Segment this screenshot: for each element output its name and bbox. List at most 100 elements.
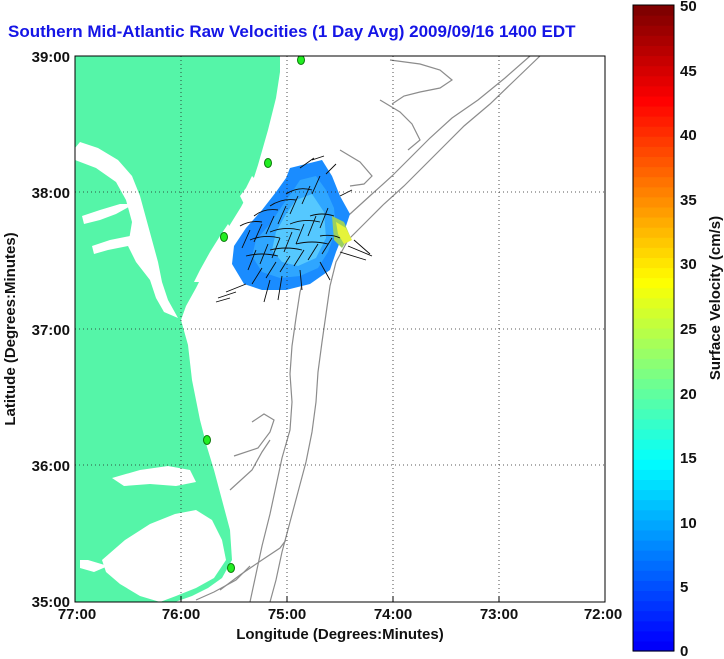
colorbar-segment [633, 287, 674, 299]
colorbar-segment [633, 146, 674, 158]
pamlico-inlet [80, 560, 108, 572]
colorbar-segment [633, 85, 674, 97]
velocity-field [215, 155, 373, 303]
colorbar-segment [633, 378, 674, 390]
grid-lines [75, 56, 605, 602]
colorbar-segment [633, 580, 674, 592]
chesapeake-bay [75, 142, 178, 318]
colorbar-segment [633, 489, 674, 501]
bay-tributary [82, 204, 134, 224]
colorbar-segment [633, 45, 674, 57]
colorbar-segment [633, 408, 674, 420]
colorbar-segment [633, 95, 674, 107]
colorbar-tick-label: 0 [680, 643, 688, 659]
x-tick-labels: 77:00 76:00 75:00 74:00 73:00 72:00 [58, 606, 622, 623]
colorbar-segment [633, 358, 674, 369]
colorbar-segment [633, 105, 674, 117]
colorbar-segment [633, 55, 674, 67]
colorbar-segment [633, 439, 674, 450]
colorbar-segment [633, 75, 674, 87]
colorbar-tick-label: 15 [680, 450, 697, 467]
colorbar-segment [633, 5, 674, 16]
station-marker [264, 158, 272, 168]
colorbar-tick-label: 40 [680, 127, 697, 144]
colorbar-segment [633, 277, 674, 289]
y-tick-label: 38:00 [32, 185, 70, 202]
bay-tributary [92, 236, 150, 254]
colorbar-segment [633, 610, 674, 622]
plot-frame [74, 55, 606, 603]
colorbar-segment [633, 257, 674, 269]
x-tick-label: 72:00 [584, 606, 622, 623]
y-tick-label: 37:00 [32, 322, 70, 339]
y-axis-label: Latitude (Degrees:Minutes) [2, 232, 19, 425]
colorbar-segment [633, 459, 674, 470]
colorbar-segment [633, 156, 674, 168]
colorbar-tick-label: 25 [680, 321, 697, 338]
colorbar-segment [633, 418, 674, 430]
colorbar-segment [633, 297, 674, 309]
colorbar-tick-label: 35 [680, 192, 697, 209]
colorbar-segment [633, 35, 674, 46]
colorbar-segment [633, 166, 674, 178]
colorbar-segment [633, 317, 674, 329]
x-tick-label: 75:00 [268, 606, 306, 623]
colorbar-segment [633, 267, 674, 279]
colorbar-segment [633, 449, 674, 460]
colorbar-tick-label: 10 [680, 515, 697, 532]
colorbar-tick-label: 20 [680, 386, 697, 403]
x-tick-marks [74, 596, 606, 602]
colorbar-segment [633, 519, 674, 531]
x-axis-label: Longitude (Degrees:Minutes) [236, 626, 444, 643]
colorbar-segment [633, 227, 674, 238]
y-tick-labels: 39:00 38:00 37:00 36:00 35:00 [32, 49, 70, 611]
colorbar-segment [633, 570, 674, 581]
albemarle-sound [112, 466, 196, 486]
colorbar-tick-labels: 50 45 40 35 30 25 20 15 10 5 0 [680, 0, 697, 659]
colorbar-segment [633, 509, 674, 521]
colorbar-segment [633, 428, 674, 440]
x-tick-label: 77:00 [58, 606, 96, 623]
colorbar-segment [633, 620, 674, 632]
colorbar-segment [633, 206, 674, 218]
coastal-bay [240, 176, 256, 204]
colorbar-segment [633, 196, 674, 208]
station-marker [220, 232, 228, 242]
station-markers [203, 56, 305, 573]
station-marker [227, 563, 235, 573]
colorbar-segment [633, 338, 674, 349]
colorbar-segment [633, 186, 674, 198]
colorbar-segment [633, 176, 674, 188]
colorbar-segment [633, 216, 674, 228]
y-tick-label: 39:00 [32, 49, 70, 66]
colorbar-segment [633, 469, 674, 481]
y-tick-label: 35:00 [32, 594, 70, 611]
colorbar-segment [633, 600, 674, 612]
colorbar-label: Surface Velocity (cm/s) [707, 216, 724, 380]
colorbar-tick-label: 50 [680, 0, 697, 15]
colorbar-segment [633, 307, 674, 319]
y-tick-label: 36:00 [32, 458, 70, 475]
station-marker [203, 435, 211, 445]
station-marker [297, 56, 305, 65]
colorbar-segment [633, 499, 674, 511]
colorbar-segment [633, 529, 674, 541]
map-title: Southern Mid-Atlantic Raw Velocities (1 … [8, 22, 576, 41]
pamlico-sound [102, 510, 226, 602]
colorbar-segment [633, 479, 674, 491]
colorbar-segment [633, 136, 674, 147]
colorbar-segment [633, 539, 674, 551]
colorbar-segment [633, 368, 674, 380]
colorbar-segment [633, 15, 674, 26]
colorbar-tick-label: 5 [680, 579, 688, 596]
colorbar-segment [633, 630, 674, 642]
colorbar-segment [633, 328, 674, 339]
colorbar-segment [633, 590, 674, 602]
colorbar-segment [633, 560, 674, 571]
colorbar-segment [633, 247, 674, 258]
x-tick-label: 76:00 [162, 606, 200, 623]
x-tick-label: 73:00 [480, 606, 518, 623]
colorbar-segment [633, 388, 674, 400]
colorbar-segment [633, 398, 674, 410]
